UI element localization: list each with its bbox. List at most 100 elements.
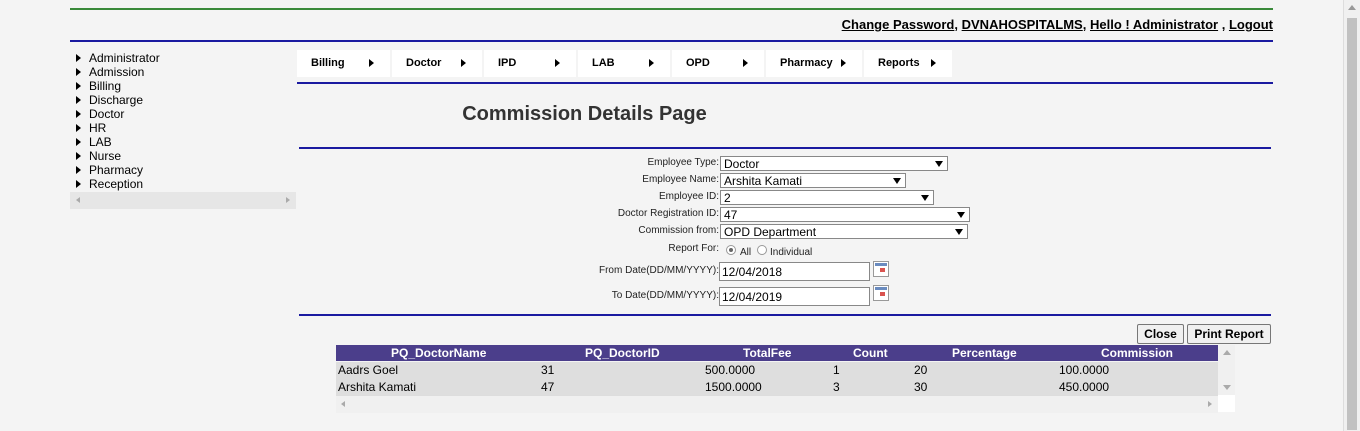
sidebar-item-lab[interactable]: LAB: [70, 135, 296, 149]
commission-grid: PQ_DoctorName PQ_DoctorID TotalFee Count…: [336, 345, 1218, 396]
sidebar-item-discharge[interactable]: Discharge: [70, 93, 296, 107]
dropdown-arrow-icon: [955, 229, 963, 235]
menu-billing[interactable]: Billing: [297, 50, 390, 77]
scrollbar-thumb[interactable]: [1347, 18, 1357, 430]
report-for-all-label[interactable]: All: [740, 247, 752, 258]
expand-arrow-icon: [76, 138, 81, 146]
submenu-arrow-icon: [841, 59, 846, 67]
table-cell: 1: [833, 363, 840, 377]
dropdown-arrow-icon: [893, 178, 901, 184]
menu-label: LAB: [592, 57, 615, 69]
commission-from-select[interactable]: OPD Department: [720, 224, 968, 239]
sidebar-item-label: Billing: [89, 79, 122, 93]
menu-lab[interactable]: LAB: [578, 50, 670, 77]
report-for-individual-radio[interactable]: [757, 245, 767, 255]
column-header[interactable]: TotalFee: [743, 346, 792, 360]
employee-id-select[interactable]: 2: [720, 190, 934, 205]
employee-type-select[interactable]: Doctor: [720, 156, 948, 171]
logout-link[interactable]: Logout: [1228, 17, 1273, 32]
grid-vertical-scrollbar[interactable]: [1218, 345, 1235, 395]
table-cell: Aadrs Goel: [338, 363, 399, 377]
expand-arrow-icon: [76, 68, 81, 76]
sidebar-item-label: Admission: [89, 65, 145, 79]
change-password-link[interactable]: Change Password: [841, 17, 955, 32]
sidebar-item-administrator[interactable]: Administrator: [70, 51, 296, 65]
table-row[interactable]: Arshita Kamati 47 1500.0000 3 30 450.000…: [336, 379, 1218, 396]
column-header[interactable]: Percentage: [952, 346, 1017, 360]
sidebar-tree: Administrator Admission Billing Discharg…: [70, 51, 296, 209]
header-links: Change Password, DVNAHOSPITALMS, Hello !…: [842, 17, 1273, 32]
header-separator: ,: [1221, 17, 1226, 32]
window-vertical-scrollbar[interactable]: [1343, 0, 1360, 431]
sidebar-item-label: Administrator: [89, 51, 160, 65]
scroll-up-icon[interactable]: [1348, 5, 1356, 10]
greeting-link[interactable]: Hello ! Administrator: [1089, 17, 1219, 32]
table-cell: 100.0000: [1059, 363, 1110, 377]
column-header[interactable]: PQ_DoctorID: [585, 346, 660, 360]
dropdown-arrow-icon: [935, 161, 943, 167]
from-date-input[interactable]: 12/04/2018: [719, 262, 870, 281]
doctor-registration-id-select[interactable]: 47: [720, 207, 970, 222]
close-button[interactable]: Close: [1137, 324, 1184, 344]
sidebar-item-hr[interactable]: HR: [70, 121, 296, 135]
sidebar-horizontal-scrollbar[interactable]: [70, 192, 296, 209]
menu-label: Doctor: [406, 57, 442, 69]
employee-name-value: Arshita Kamati: [724, 174, 803, 188]
print-report-button[interactable]: Print Report: [1187, 324, 1271, 344]
sidebar-item-label: HR: [89, 121, 107, 135]
employee-id-label: Employee ID:: [658, 191, 719, 202]
from-date-calendar-icon[interactable]: [873, 261, 889, 277]
table-cell: 31: [541, 363, 555, 377]
menu-ipd[interactable]: IPD: [484, 50, 576, 77]
employee-type-value: Doctor: [724, 157, 760, 171]
scroll-down-icon[interactable]: [1223, 385, 1231, 390]
scroll-right-icon[interactable]: [1208, 401, 1212, 407]
doctor-registration-id-value: 47: [724, 208, 738, 222]
table-cell: 1500.0000: [705, 380, 762, 394]
hospital-link[interactable]: DVNAHOSPITALMS: [961, 17, 1083, 32]
commission-from-value: OPD Department: [724, 225, 817, 239]
header-separator: ,: [1082, 17, 1087, 32]
commission-from-label: Commission from:: [638, 225, 719, 236]
column-header[interactable]: PQ_DoctorName: [391, 346, 487, 360]
sidebar-item-pharmacy[interactable]: Pharmacy: [70, 163, 296, 177]
expand-arrow-icon: [76, 152, 81, 160]
column-header[interactable]: Commission: [1101, 346, 1174, 360]
table-cell: Arshita Kamati: [338, 380, 417, 394]
scroll-up-icon[interactable]: [1223, 350, 1231, 355]
scroll-left-icon[interactable]: [341, 401, 345, 407]
to-date-calendar-icon[interactable]: [873, 285, 889, 301]
sidebar-item-doctor[interactable]: Doctor: [70, 107, 296, 121]
scroll-left-icon[interactable]: [76, 197, 80, 203]
submenu-arrow-icon: [461, 59, 466, 67]
menu-label: IPD: [498, 57, 517, 69]
table-cell: 30: [914, 380, 928, 394]
grid-header-row: PQ_DoctorName PQ_DoctorID TotalFee Count…: [336, 345, 1218, 361]
sidebar-item-reception[interactable]: Reception: [70, 177, 296, 191]
menu-doctor[interactable]: Doctor: [392, 50, 482, 77]
menu-reports[interactable]: Reports: [864, 50, 952, 77]
expand-arrow-icon: [76, 82, 81, 90]
report-for-individual-label[interactable]: Individual: [770, 247, 813, 258]
table-row[interactable]: Aadrs Goel 31 500.0000 1 20 100.0000: [336, 362, 1218, 379]
menu-opd[interactable]: OPD: [672, 50, 764, 77]
dropdown-arrow-icon: [957, 212, 965, 218]
sidebar-item-admission[interactable]: Admission: [70, 65, 296, 79]
menu-label: OPD: [686, 57, 710, 69]
column-header[interactable]: Count: [853, 346, 888, 360]
menu-pharmacy[interactable]: Pharmacy: [766, 50, 862, 77]
expand-arrow-icon: [76, 54, 81, 62]
sidebar-item-nurse[interactable]: Nurse: [70, 149, 296, 163]
employee-name-select[interactable]: Arshita Kamati: [720, 173, 906, 188]
scroll-right-icon[interactable]: [286, 197, 290, 203]
submenu-arrow-icon: [931, 59, 936, 67]
sidebar-item-label: Pharmacy: [89, 163, 144, 177]
header-separator: ,: [954, 17, 958, 32]
grid-horizontal-scrollbar[interactable]: [336, 395, 1218, 413]
report-for-all-radio[interactable]: [726, 245, 736, 255]
submenu-arrow-icon: [743, 59, 748, 67]
dropdown-arrow-icon: [921, 195, 929, 201]
sidebar-item-billing[interactable]: Billing: [70, 79, 296, 93]
to-date-input[interactable]: 12/04/2019: [719, 287, 870, 306]
table-cell: 500.0000: [705, 363, 756, 377]
